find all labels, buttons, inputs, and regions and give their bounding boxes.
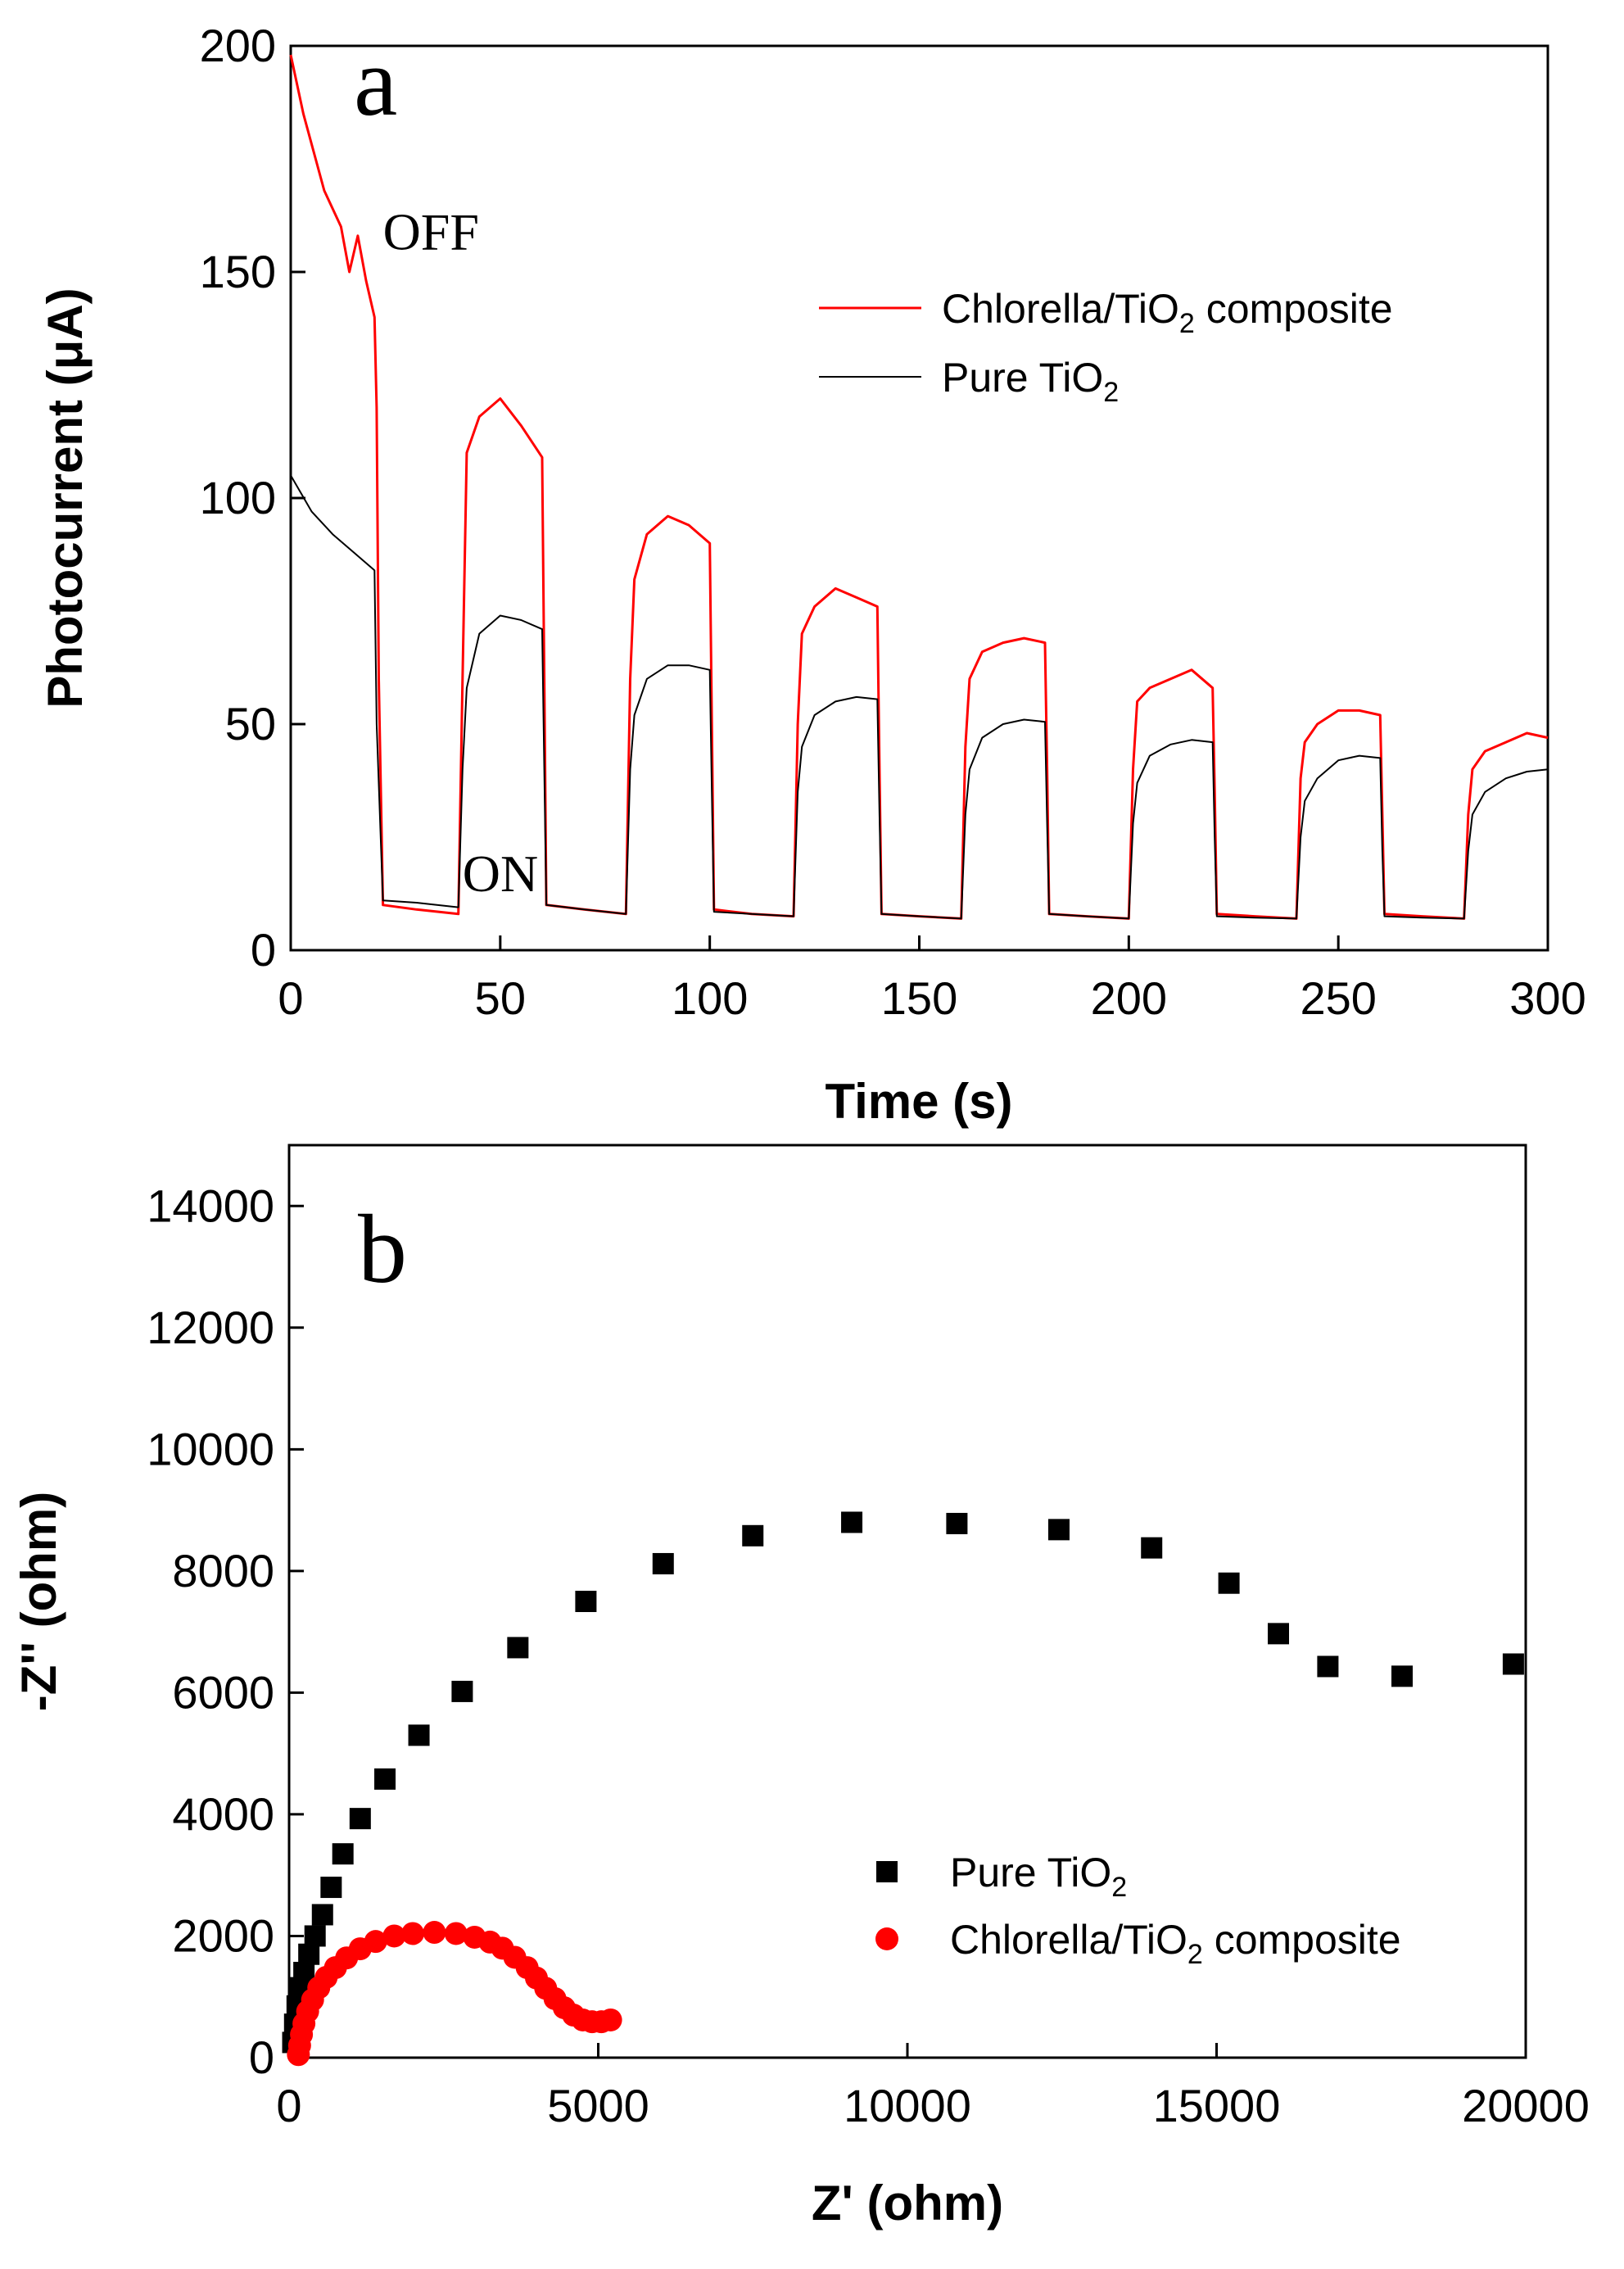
y-tick-label: 200	[200, 20, 276, 71]
panel-a-x-axis: 0 50 100 150 200 250 300	[278, 935, 1586, 1024]
panel-b-legend: Pure TiO2 Chlorella/TiO2 composite	[875, 1850, 1401, 1970]
data-point-pure-tio2	[946, 1512, 968, 1534]
series-line-pure-tio2	[290, 474, 1549, 920]
data-point-pure-tio2	[298, 1943, 320, 1965]
y-tick-label: 2000	[172, 1909, 274, 1961]
data-point-pure-tio2	[1502, 1653, 1524, 1675]
data-point-pure-tio2	[304, 1925, 326, 1947]
data-point-pure-tio2	[349, 1808, 371, 1830]
x-tick-label: 10000	[844, 2080, 971, 2131]
data-point-pure-tio2	[742, 1524, 764, 1547]
panel-a-y-axis: 0 50 100 150 200	[200, 20, 305, 976]
x-tick-label: 200	[1091, 972, 1167, 1024]
panel-b-series	[282, 1511, 1524, 2067]
panel-b-x-axis-label: Z' (ohm)	[812, 2176, 1003, 2231]
panel-a-legend: Chlorella/TiO2 composite Pure TiO2	[819, 286, 1393, 408]
data-point-pure-tio2	[451, 1680, 473, 1702]
y-tick-label: 0	[249, 2031, 274, 2083]
panel-a-y-axis-label: Photocurrent (μA)	[38, 288, 93, 708]
panel-a-plot-frame	[289, 44, 1549, 952]
panel-a-label: a	[354, 27, 397, 136]
y-tick-label: 0	[251, 924, 276, 976]
x-tick-label: 50	[475, 972, 526, 1024]
panel-b-label: b	[358, 1194, 407, 1303]
x-tick-label: 0	[278, 972, 303, 1024]
panel-b-x-axis: 0 5000 10000 15000 20000	[276, 2043, 1590, 2131]
panel-a-x-axis-label: Time (s)	[826, 1074, 1013, 1129]
data-point-pure-tio2	[332, 1843, 354, 1865]
panel-b-impedance-chart: 0 2000 4000 6000 8000 10000 12000 14000 0 5000 10…	[11, 1144, 1590, 2231]
data-point-chlorella-tio2-composite	[401, 1922, 424, 1945]
panel-a-photocurrent-chart: 0 50 100 150 200 0 50 100 150 200 250 300 a OFF ON…	[38, 20, 1586, 1129]
y-tick-label: 100	[200, 472, 276, 523]
data-point-pure-tio2	[374, 1768, 396, 1790]
data-point-pure-tio2	[1218, 1572, 1240, 1594]
y-tick-label: 10000	[147, 1423, 274, 1474]
data-point-pure-tio2	[841, 1511, 863, 1533]
x-tick-label: 300	[1509, 972, 1586, 1024]
data-point-pure-tio2	[1391, 1665, 1413, 1687]
y-tick-label: 14000	[147, 1180, 274, 1231]
legend-label-pure-tio2-b: Pure TiO2	[950, 1850, 1127, 1903]
data-point-chlorella-tio2-composite	[423, 1921, 446, 1945]
data-point-chlorella-tio2-composite	[599, 2008, 622, 2031]
data-point-chlorella-tio2-composite	[382, 1924, 406, 1948]
data-point-chlorella-tio2-composite	[364, 1930, 387, 1954]
data-point-pure-tio2	[320, 1877, 342, 1899]
y-tick-label: 4000	[172, 1788, 274, 1840]
x-tick-label: 15000	[1153, 2080, 1281, 2131]
legend-marker-pure-tio2	[876, 1861, 898, 1882]
y-tick-label: 8000	[172, 1545, 274, 1596]
data-point-pure-tio2	[507, 1637, 529, 1659]
data-point-pure-tio2	[1141, 1537, 1163, 1559]
data-point-pure-tio2	[1047, 1519, 1070, 1541]
x-tick-label: 20000	[1462, 2080, 1590, 2131]
y-tick-label: 6000	[172, 1666, 274, 1718]
annotation-on: ON	[463, 845, 538, 903]
data-point-pure-tio2	[408, 1724, 430, 1746]
legend-marker-chlorella	[875, 1927, 898, 1950]
legend-label-pure-tio2: Pure TiO2	[942, 355, 1119, 408]
legend-label-chlorella-b: Chlorella/TiO2 composite	[950, 1917, 1401, 1970]
data-point-pure-tio2	[1317, 1655, 1339, 1678]
x-tick-label: 150	[881, 972, 957, 1024]
x-tick-label: 0	[276, 2080, 301, 2131]
panel-a-series	[289, 54, 1549, 920]
panel-b-y-axis: 0 2000 4000 6000 8000 10000 12000 14000	[147, 1180, 304, 2083]
annotation-off: OFF	[383, 202, 479, 260]
panel-b-y-axis-label: -Z'' (ohm)	[11, 1492, 66, 1711]
data-point-pure-tio2	[652, 1552, 674, 1574]
y-tick-label: 12000	[147, 1302, 274, 1353]
data-point-pure-tio2	[311, 1904, 333, 1926]
x-tick-label: 5000	[547, 2080, 649, 2131]
x-tick-label: 100	[672, 972, 748, 1024]
x-tick-label: 250	[1300, 972, 1376, 1024]
data-point-pure-tio2	[575, 1591, 597, 1612]
data-point-chlorella-tio2-composite	[444, 1922, 468, 1945]
y-tick-label: 50	[225, 698, 276, 750]
data-point-pure-tio2	[1268, 1623, 1289, 1645]
legend-label-chlorella: Chlorella/TiO2 composite	[942, 286, 1393, 339]
y-tick-label: 150	[200, 246, 276, 297]
series-line-chlorella-tio2-composite	[289, 54, 1549, 920]
